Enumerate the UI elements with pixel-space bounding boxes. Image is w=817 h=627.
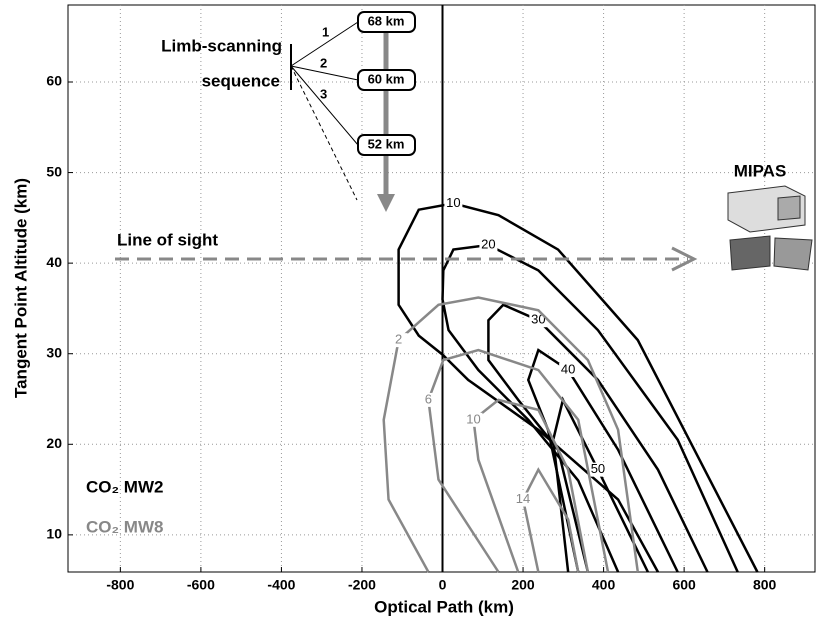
y-tick-label: 10	[46, 526, 62, 542]
contour-label-bg	[419, 392, 438, 407]
ray	[290, 65, 359, 146]
x-tick-label: 600	[672, 577, 696, 593]
ray	[290, 65, 359, 81]
icon-part	[773, 237, 813, 271]
contour-label: 2	[395, 332, 402, 347]
altitude-box	[357, 69, 416, 91]
limb-title: sequence	[202, 71, 280, 90]
contour-label: 10	[466, 411, 480, 426]
contour-line	[472, 398, 590, 573]
ray-dashed	[290, 65, 358, 201]
limb-title: Limb-scanning	[161, 36, 282, 55]
contour-label: 10	[446, 195, 460, 210]
contour-line	[441, 243, 739, 573]
contour-label-bg	[588, 462, 607, 477]
contour-line	[521, 467, 580, 573]
scan-arrowhead	[377, 194, 395, 212]
contour-line	[397, 202, 759, 573]
icon-part	[729, 235, 771, 271]
contour-label: 50	[591, 461, 605, 476]
contour-label-bg	[529, 313, 548, 328]
x-axis-label: Optical Path (km)	[374, 597, 514, 616]
contour-label-bg	[464, 412, 483, 427]
altitude-label: 52 km	[368, 136, 405, 151]
contour-line	[487, 303, 709, 573]
contour-label: 6	[425, 391, 432, 406]
x-tick-label: 200	[511, 577, 535, 593]
altitude-box	[357, 134, 416, 156]
y-tick-label: 20	[46, 435, 62, 451]
altitude-box	[357, 11, 416, 33]
x-tick-label: -400	[267, 577, 295, 593]
contour-line	[427, 348, 610, 573]
contour-label: 14	[516, 491, 530, 506]
x-tick-label: -200	[348, 577, 376, 593]
y-tick-label: 40	[46, 254, 62, 270]
y-tick-label: 60	[46, 73, 62, 89]
plot-frame	[67, 4, 816, 573]
x-tick-label: 400	[592, 577, 616, 593]
line-of-sight-arrowhead	[671, 246, 698, 272]
altitude-label: 60 km	[368, 71, 405, 86]
y-tick-label: 30	[46, 344, 62, 360]
x-tick-label: -800	[106, 577, 134, 593]
icon-part	[777, 195, 801, 221]
line-of-sight-label: Line of sight	[117, 230, 218, 249]
y-axis-label: Tangent Point Altitude (km)	[11, 178, 30, 398]
contour-label: 20	[481, 236, 495, 251]
legend-entry: CO₂ MW8	[86, 517, 163, 536]
contour-label-bg	[514, 492, 533, 507]
contour-label-bg	[479, 238, 498, 253]
ray	[290, 21, 359, 67]
instrument-label: MIPAS	[734, 161, 787, 180]
instrument-icon	[727, 185, 813, 271]
contour-label: 40	[561, 361, 575, 376]
step-label: 1	[322, 24, 329, 39]
x-tick-label: 800	[753, 577, 777, 593]
legend-entry: CO₂ MW2	[86, 477, 163, 496]
x-tick-label: 0	[439, 577, 447, 593]
altitude-label: 68 km	[368, 13, 405, 28]
step-label: 2	[320, 55, 327, 70]
x-tick-label: -600	[187, 577, 215, 593]
y-tick-label: 50	[46, 163, 62, 179]
contour-label-bg	[444, 196, 463, 211]
limb-diagram	[290, 11, 416, 212]
step-label: 3	[320, 86, 327, 101]
contour-label-bg	[559, 363, 578, 378]
contour-line	[382, 296, 640, 573]
contour-label-bg	[389, 333, 408, 348]
